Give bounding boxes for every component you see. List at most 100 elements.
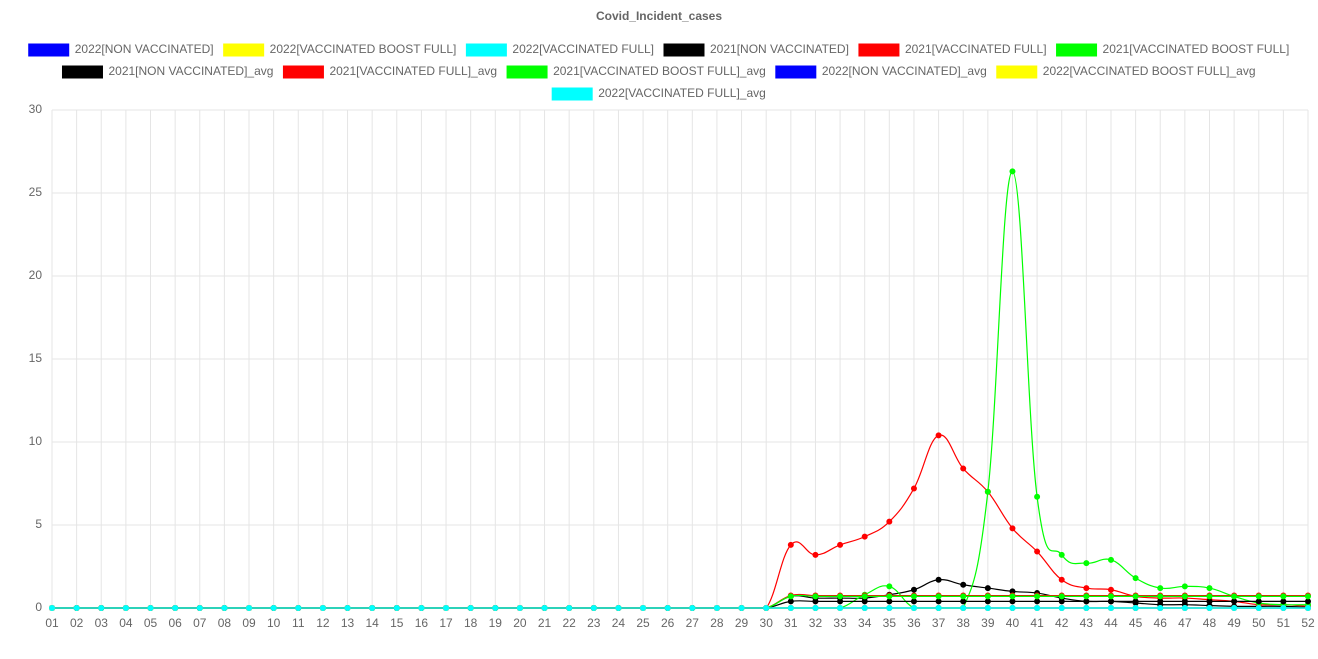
data-point	[960, 581, 967, 588]
data-point	[960, 465, 967, 472]
data-point	[910, 593, 917, 600]
data-point	[935, 576, 942, 583]
data-point	[1009, 605, 1016, 611]
x-tick-label: 19	[489, 616, 503, 630]
x-tick-label: 15	[390, 616, 404, 630]
data-point	[837, 541, 844, 548]
data-point	[886, 518, 893, 525]
x-tick-label: 36	[907, 616, 921, 630]
data-point	[713, 605, 720, 611]
data-point	[1157, 605, 1164, 611]
legend-label: 2022[NON VACCINATED]	[75, 42, 214, 56]
data-point	[861, 533, 868, 540]
series-line	[51, 579, 1309, 609]
data-point	[935, 593, 942, 600]
data-point	[1206, 593, 1213, 600]
x-tick-label: 43	[1080, 616, 1094, 630]
x-tick-label: 06	[168, 616, 182, 630]
legend-label: 2022[VACCINATED BOOST FULL]_avg	[1043, 64, 1256, 78]
legend-label: 2021[VACCINATED BOOST FULL]	[1103, 42, 1290, 56]
legend-label: 2021[NON VACCINATED]	[710, 42, 849, 56]
x-tick-label: 45	[1129, 616, 1143, 630]
x-tick-label: 42	[1055, 616, 1069, 630]
plot	[49, 168, 1311, 611]
x-tick-label: 38	[957, 616, 971, 630]
data-point	[122, 605, 129, 611]
data-point	[861, 605, 868, 611]
data-point	[812, 605, 819, 611]
x-tick-label: 34	[858, 616, 872, 630]
data-point	[1305, 605, 1311, 611]
legend-swatch	[996, 65, 1038, 79]
data-point	[344, 605, 351, 611]
x-tick-label: 29	[735, 616, 749, 630]
data-point	[246, 605, 253, 611]
x-tick-label: 32	[809, 616, 823, 630]
data-point	[984, 598, 991, 605]
data-point	[418, 605, 425, 611]
legend-item: 2022[NON VACCINATED]	[28, 42, 214, 57]
x-tick-label: 21	[538, 616, 552, 630]
data-point	[812, 593, 819, 600]
x-tick-label: 49	[1227, 616, 1241, 630]
legend-swatch	[775, 65, 817, 79]
x-tick-label: 11	[292, 616, 305, 630]
x-tick-label: 47	[1178, 616, 1192, 630]
data-point	[1009, 168, 1016, 175]
data-point	[295, 605, 302, 611]
data-point	[787, 605, 794, 611]
legend-swatch	[28, 43, 70, 57]
data-point	[73, 605, 80, 611]
legend-item: 2022[VACCINATED BOOST FULL]_avg	[996, 64, 1256, 79]
x-tick-label: 22	[562, 616, 576, 630]
x-tick-label: 48	[1203, 616, 1217, 630]
y-tick-label: 25	[29, 185, 43, 199]
x-tick-label: 07	[193, 616, 207, 630]
y-tick-label: 15	[29, 351, 43, 365]
data-point	[1009, 525, 1016, 532]
x-tick-label: 10	[267, 616, 281, 630]
y-tick-label: 5	[35, 517, 42, 531]
data-point	[1231, 598, 1238, 605]
data-point	[1255, 593, 1262, 600]
data-point	[763, 605, 770, 611]
data-point	[1206, 598, 1213, 605]
legend-swatch	[663, 43, 705, 57]
data-point	[861, 593, 868, 600]
data-point	[1305, 593, 1311, 600]
data-point	[886, 583, 893, 590]
legend-item: 2021[VACCINATED FULL]_avg	[282, 64, 497, 79]
data-point	[1280, 593, 1287, 600]
data-point	[1107, 605, 1114, 611]
data-point	[1181, 598, 1188, 605]
series-line	[51, 600, 1308, 609]
data-point	[590, 605, 597, 611]
data-point	[1107, 593, 1114, 600]
data-point	[886, 605, 893, 611]
data-point	[443, 605, 450, 611]
legend-item: 2022[VACCINATED BOOST FULL]	[223, 42, 456, 57]
legend-label: 2021[NON VACCINATED]_avg	[108, 64, 273, 78]
data-point	[98, 605, 105, 611]
data-point	[1107, 556, 1114, 563]
data-point	[1181, 605, 1188, 611]
data-point	[1107, 598, 1114, 605]
legend-label: 2022[VACCINATED FULL]_avg	[598, 86, 766, 100]
data-point	[172, 605, 179, 611]
data-point	[393, 605, 400, 611]
data-point	[49, 605, 55, 611]
x-tick-label: 51	[1277, 616, 1291, 630]
data-point	[1107, 586, 1114, 593]
chart-title: Covid_Incident_cases	[596, 9, 722, 23]
x-tick-label: 04	[119, 616, 133, 630]
data-point	[221, 605, 228, 611]
x-tick-label: 52	[1301, 616, 1315, 630]
x-tick-label: 44	[1104, 616, 1118, 630]
data-point	[615, 605, 622, 611]
x-tick-label: 14	[365, 616, 379, 630]
x-tick-label: 27	[686, 616, 700, 630]
data-point	[1231, 593, 1238, 600]
data-point	[1280, 605, 1287, 611]
data-point	[1058, 605, 1065, 611]
